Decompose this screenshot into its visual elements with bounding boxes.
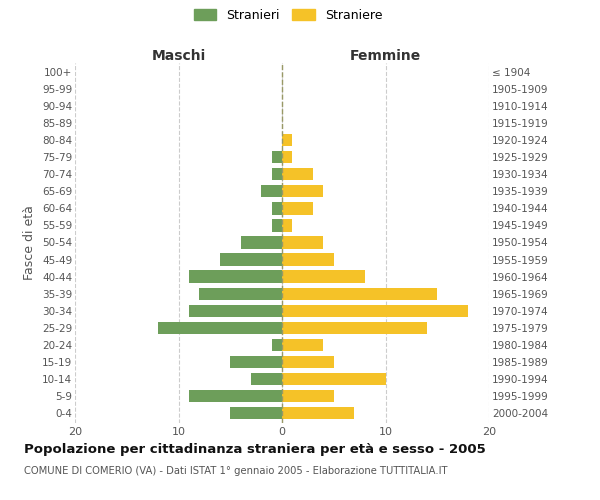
- Bar: [251, 373, 282, 385]
- Bar: [282, 151, 292, 164]
- Bar: [189, 304, 282, 317]
- Bar: [230, 407, 282, 420]
- Bar: [158, 322, 282, 334]
- Text: Maschi: Maschi: [151, 48, 206, 62]
- Bar: [241, 236, 282, 248]
- Legend: Stranieri, Straniere: Stranieri, Straniere: [194, 8, 382, 22]
- Bar: [272, 168, 282, 180]
- Bar: [282, 134, 292, 146]
- Bar: [282, 236, 323, 248]
- Bar: [230, 356, 282, 368]
- Bar: [199, 288, 282, 300]
- Bar: [220, 254, 282, 266]
- Bar: [282, 338, 323, 351]
- Bar: [282, 202, 313, 214]
- Bar: [282, 288, 437, 300]
- Bar: [189, 270, 282, 283]
- Text: COMUNE DI COMERIO (VA) - Dati ISTAT 1° gennaio 2005 - Elaborazione TUTTITALIA.IT: COMUNE DI COMERIO (VA) - Dati ISTAT 1° g…: [24, 466, 448, 476]
- Bar: [272, 220, 282, 232]
- Bar: [262, 185, 282, 198]
- Bar: [282, 356, 334, 368]
- Bar: [282, 254, 334, 266]
- Text: Femmine: Femmine: [350, 48, 421, 62]
- Bar: [282, 168, 313, 180]
- Bar: [282, 322, 427, 334]
- Bar: [272, 151, 282, 164]
- Bar: [282, 390, 334, 402]
- Bar: [272, 202, 282, 214]
- Bar: [282, 270, 365, 283]
- Bar: [282, 373, 386, 385]
- Bar: [282, 220, 292, 232]
- Bar: [282, 304, 468, 317]
- Bar: [189, 390, 282, 402]
- Text: Popolazione per cittadinanza straniera per età e sesso - 2005: Popolazione per cittadinanza straniera p…: [24, 442, 486, 456]
- Y-axis label: Fasce di età: Fasce di età: [23, 205, 37, 280]
- Bar: [282, 185, 323, 198]
- Bar: [282, 407, 355, 420]
- Bar: [272, 338, 282, 351]
